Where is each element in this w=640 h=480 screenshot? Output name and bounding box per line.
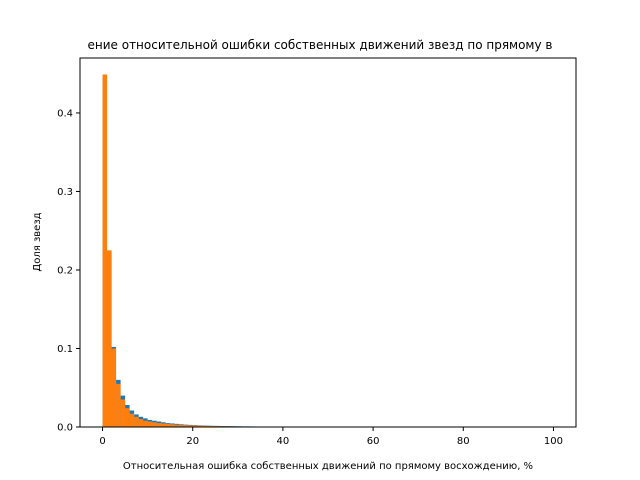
y-axis-ticks: 0.0 0.1 0.2 0.3 0.4: [57, 108, 80, 434]
bar-series2-bin-9: [143, 420, 148, 427]
bar-series2-bin-10: [147, 421, 153, 427]
bar-series2-bin-4: [120, 399, 126, 427]
x-tick-label: 20: [186, 436, 199, 447]
bar-series2-bin-14: [165, 423, 171, 427]
bar-series2-bin-6: [129, 413, 135, 427]
bar-series2-bin-18: [183, 425, 189, 427]
x-axis-label: Относительная ошибка собственных движени…: [123, 461, 533, 472]
bar-series2-bin-3: [116, 383, 121, 427]
plot-frame: [79, 57, 577, 428]
bar-series2-bin-8: [138, 419, 144, 427]
chart-title: ение относительной ошибки собственных дв…: [88, 38, 553, 52]
y-tick-label: 0.4: [57, 108, 73, 119]
x-tick-label: 0: [99, 436, 105, 447]
bar-series2-bin-17: [179, 424, 184, 427]
bar-series2-bin-5: [125, 408, 130, 427]
bar-series2-bin-13: [161, 423, 166, 427]
bars-group: [102, 74, 261, 428]
bar-series2-bin-0: [102, 74, 108, 427]
x-tick-label: 80: [457, 436, 470, 447]
bar-series2-bin-7: [134, 416, 139, 427]
bar-series2-bin-21: [197, 425, 202, 427]
bar-series2-bin-22: [201, 425, 207, 427]
x-tick-label: 100: [544, 436, 563, 447]
bar-series2-bin-15: [170, 424, 175, 427]
x-tick-label: 40: [277, 436, 290, 447]
x-axis-ticks: 0 20 40 60 80 100: [99, 427, 563, 447]
y-tick-label: 0.0: [57, 423, 73, 434]
bar-series2-bin-16: [174, 424, 180, 427]
y-tick-label: 0.3: [57, 187, 73, 198]
y-axis-label: Доля звезд: [32, 212, 43, 271]
bar-series2-bin-2: [111, 348, 117, 427]
bar-series2-bin-19: [188, 425, 193, 427]
bar-series2-bin-20: [192, 425, 198, 427]
y-tick-label: 0.1: [57, 344, 73, 355]
bar-series2-bin-23: [206, 425, 211, 427]
x-tick-label: 60: [367, 436, 380, 447]
bar-series2-bin-11: [152, 422, 157, 427]
y-tick-label: 0.2: [57, 265, 73, 276]
bar-series2-bin-12: [156, 423, 162, 427]
bar-series2-bin-1: [107, 250, 112, 427]
